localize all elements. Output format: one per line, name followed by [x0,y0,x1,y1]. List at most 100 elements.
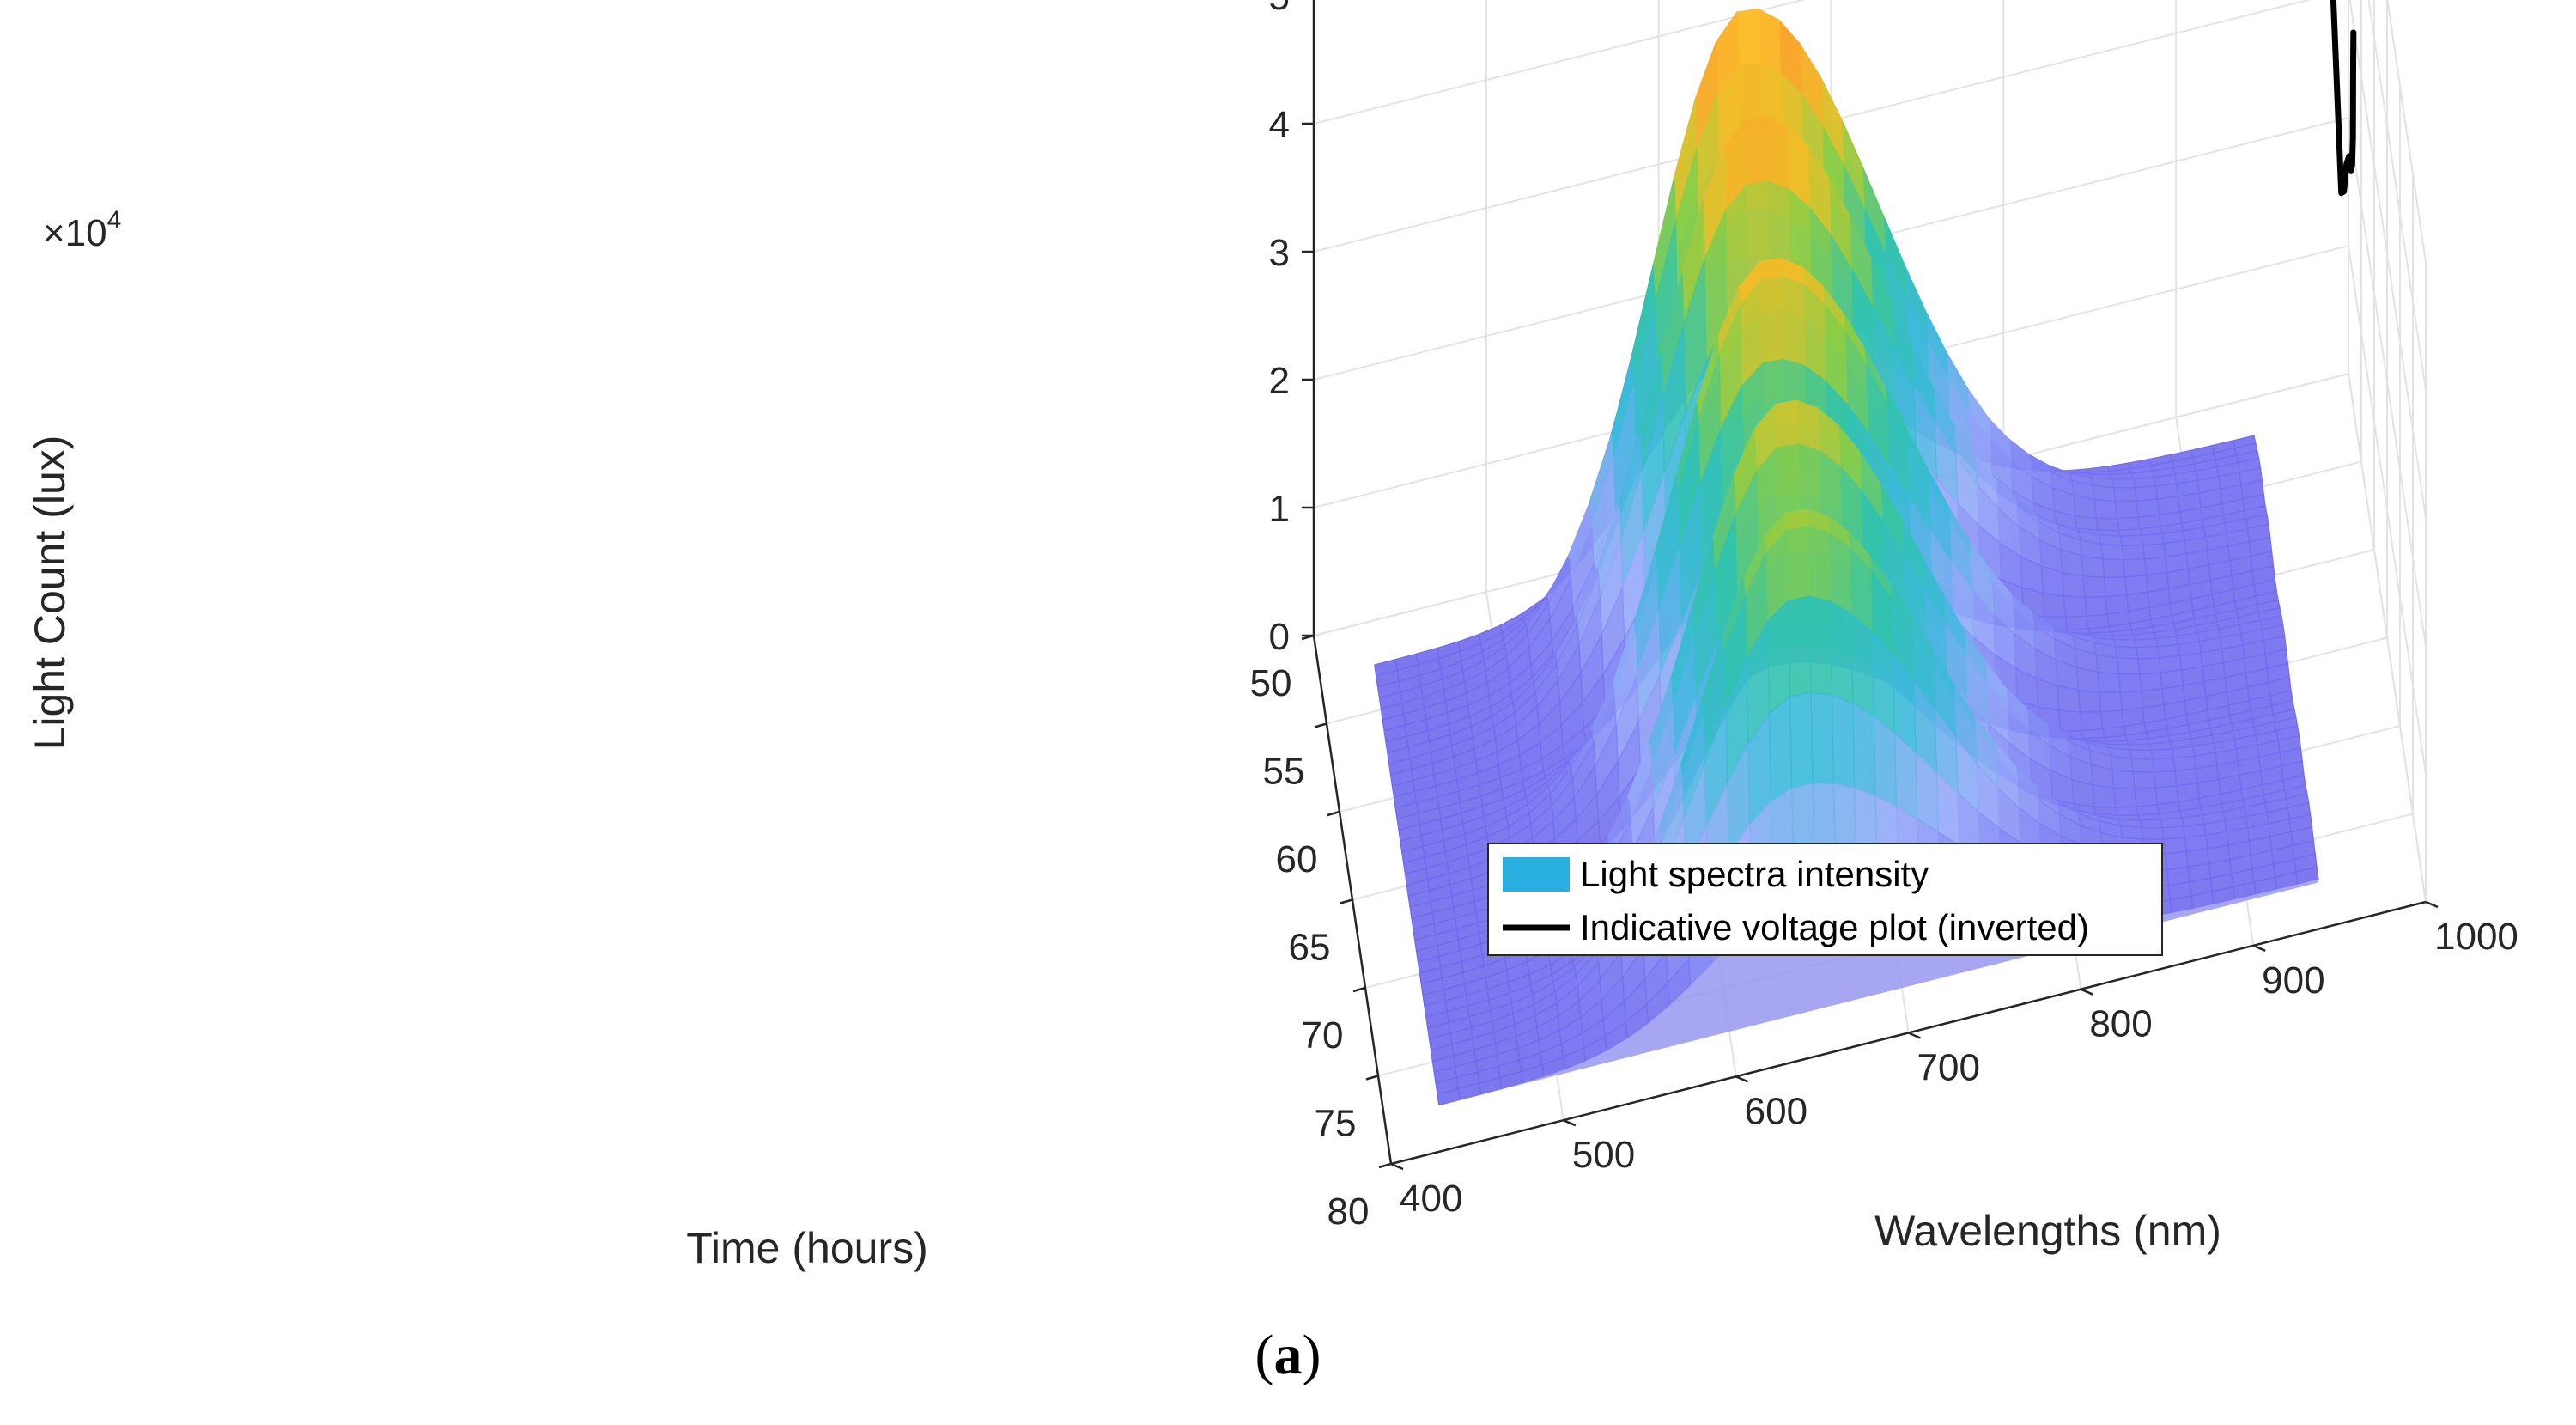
y-tick-label: 800 [2089,1003,2152,1045]
surface-patch [2161,825,2185,840]
surface-patch [2139,672,2163,692]
surface-patch [2136,498,2160,518]
surface-patch [2103,576,2128,598]
x-tick-mark [1340,898,1353,904]
surface-patch [2163,837,2187,855]
surface-patch [2113,787,2137,808]
y-tick-mark [1735,1075,1749,1083]
surface-patch [2127,743,2152,751]
legend-label-surface: Light spectra intensity [1580,854,1929,894]
y-tick-label: 1000 [2434,916,2518,958]
surface-patch [2116,516,2141,532]
surface-patch [2119,534,2144,546]
z-multiplier: ×104 [43,206,121,254]
y-tick-label: 600 [1745,1090,1807,1132]
surface-patch [1852,702,1876,797]
surface-patch [1808,595,1833,696]
surface-patch [1788,595,1812,697]
x-tick-mark [1365,1075,1379,1081]
surface-patch [2081,555,2105,579]
x-tick-label: 70 [1302,1014,1344,1057]
surface-patch [2137,813,2161,821]
surface-patch [1795,399,1820,452]
y-tick-mark [2080,988,2093,996]
surface-patch [2129,749,2154,760]
surface-patch [1786,526,1810,601]
surface-patch [2115,500,2139,520]
surface-patch [2134,787,2159,807]
surface-patch [2115,645,2139,660]
surface-patch [2136,646,2160,660]
surface-patch [2058,709,2082,732]
legend-swatch-surface [1503,857,1570,892]
surface-patch [1775,399,1799,448]
surface-patch [2152,758,2176,773]
x-tick-label: 80 [1327,1191,1370,1233]
surface-patch [2117,673,2142,693]
z-tick-label: 5 [1269,0,1290,18]
surface-patch [2137,657,2161,675]
surface-patch [2124,575,2148,596]
x-tick-mark [1314,722,1327,728]
legend-label-line: Indicative voltage plot (inverted) [1580,907,2089,947]
y-tick-mark [2425,900,2439,909]
surface-patch [2102,558,2126,579]
surface-patch [2116,657,2141,675]
y-tick-mark [1563,1119,1577,1127]
surface-patch [2100,709,2124,730]
surface-patch [2084,595,2108,617]
surface-patch [2134,485,2159,502]
surface-patch [2154,770,2178,789]
x-tick-label: 55 [1263,751,1305,793]
x-tick-mark [1352,986,1366,993]
surface-patch [2082,575,2107,598]
surface-patch [2073,494,2097,520]
surface-patch [2119,691,2144,711]
surface-patch [1789,691,1814,789]
surface-patch [2121,545,2146,561]
surface-patch [1766,599,1791,716]
surface-patch [1744,115,1769,186]
surface-patch [2111,478,2136,489]
surface-patch [1812,783,1836,851]
surface-patch [2063,595,2087,618]
x-tick-label: 50 [1250,662,1292,704]
surface-patch [2062,571,2086,598]
surface-patch [2117,528,2142,537]
y-tick-mark [1908,1032,1921,1039]
xlabel: Time (hours) [686,1224,928,1272]
z-tick-label: 4 [1269,104,1290,146]
voltage-line-group [2330,0,2357,197]
surface-patch [1831,694,1856,789]
z-tick-label: 1 [1269,488,1290,530]
z-tick-label: 0 [1269,616,1290,658]
surface-patch [2064,615,2089,631]
surface-patch [1736,8,1760,68]
x-tick-mark [1327,810,1340,817]
surface-patch [2132,771,2157,789]
surface-patch [2099,691,2123,713]
surface-patch [2150,748,2174,760]
surface-patch [2075,667,2100,693]
y-tick-label: 700 [1917,1047,1980,1089]
figure-caption: (a) [1255,1324,1321,1386]
y-gridline-floor [2348,373,2427,903]
surface-patch [2042,592,2067,618]
surface-patch [2141,827,2165,840]
surface-patch [1765,115,1789,190]
surface-patch [2081,728,2105,740]
x-tick-label: 60 [1276,838,1318,880]
surface-patch [2111,634,2136,641]
surface-patch [2095,654,2120,675]
zlabel: Light Count (lux) [26,435,74,751]
tick-labels: 50 55 60 65 70 75 80 400 500 600 700 800 900 1000 0 1 2 3… [1250,0,2518,1233]
surface-patch [2110,472,2135,480]
surface-patch [2113,486,2137,502]
surface-patch [2095,517,2120,532]
legend-box [1487,843,2163,956]
surface-patch [1829,600,1854,704]
legend[interactable]: Light spectra intensity Indicative volta… [1487,843,2163,956]
surface-patch [2100,543,2124,561]
ylabel: Wavelengths (nm) [1874,1207,2221,1255]
x-tick-label: 65 [1289,927,1331,969]
